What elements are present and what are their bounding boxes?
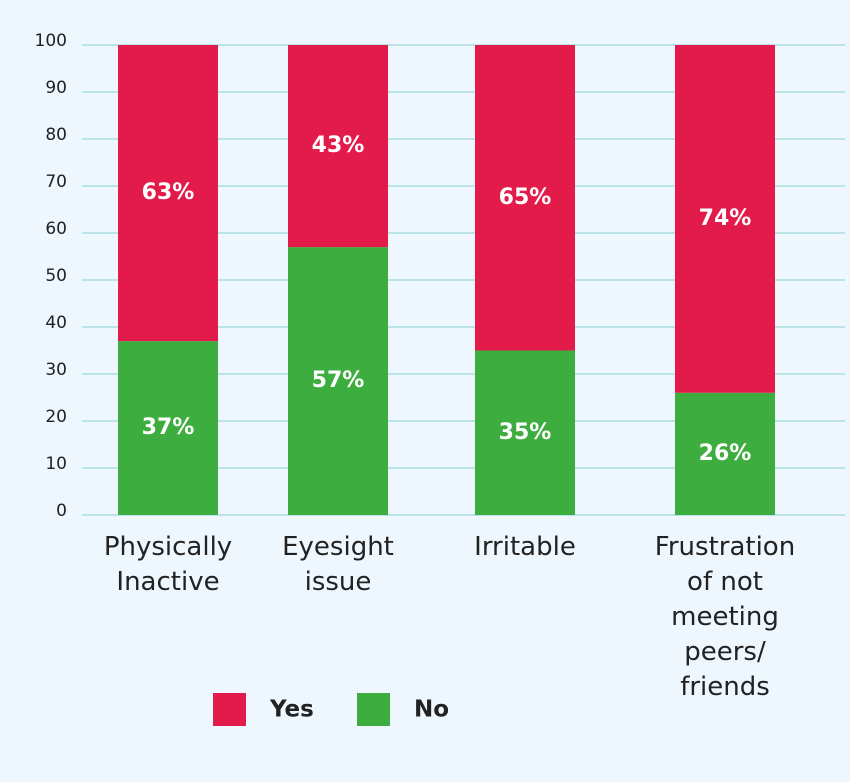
value-label: 65% <box>499 185 552 210</box>
value-label: 43% <box>312 133 365 158</box>
legend-swatch <box>213 693 246 726</box>
y-tick-label: 0 <box>56 501 67 521</box>
value-label: 63% <box>142 180 195 205</box>
y-tick-label: 60 <box>45 219 67 239</box>
bar-segment <box>288 45 388 248</box>
bar-segment <box>118 45 218 342</box>
y-tick-label: 10 <box>45 454 67 474</box>
x-tick-label: Irritable <box>474 532 576 562</box>
value-label: 74% <box>699 206 752 231</box>
bar-segment <box>675 45 775 393</box>
bar-segment <box>675 392 775 515</box>
y-tick-label: 70 <box>45 172 67 192</box>
legend-swatch <box>357 693 390 726</box>
x-tick-label: Frustration of not meeting peers/ friend… <box>654 532 796 702</box>
value-label: 57% <box>312 368 365 393</box>
bar-segment <box>118 341 218 515</box>
x-tick-label: Eyesight issue <box>282 532 394 597</box>
legend-label: Yes <box>269 697 314 723</box>
bar-segment <box>288 247 388 515</box>
value-label: 37% <box>142 415 195 440</box>
y-tick-label: 40 <box>45 313 67 333</box>
y-tick-label: 90 <box>45 78 67 98</box>
y-tick-label: 50 <box>45 266 67 286</box>
x-tick-label: Physically Inactive <box>103 532 233 597</box>
y-tick-label: 30 <box>45 360 67 380</box>
value-label: 26% <box>699 441 752 466</box>
y-tick-label: 80 <box>45 125 67 145</box>
y-tick-label: 20 <box>45 407 67 427</box>
bar-segment <box>475 45 575 351</box>
value-label: 35% <box>499 420 552 445</box>
bar-segment <box>475 350 575 515</box>
legend-label: No <box>414 697 449 723</box>
y-tick-label: 100 <box>35 31 67 51</box>
